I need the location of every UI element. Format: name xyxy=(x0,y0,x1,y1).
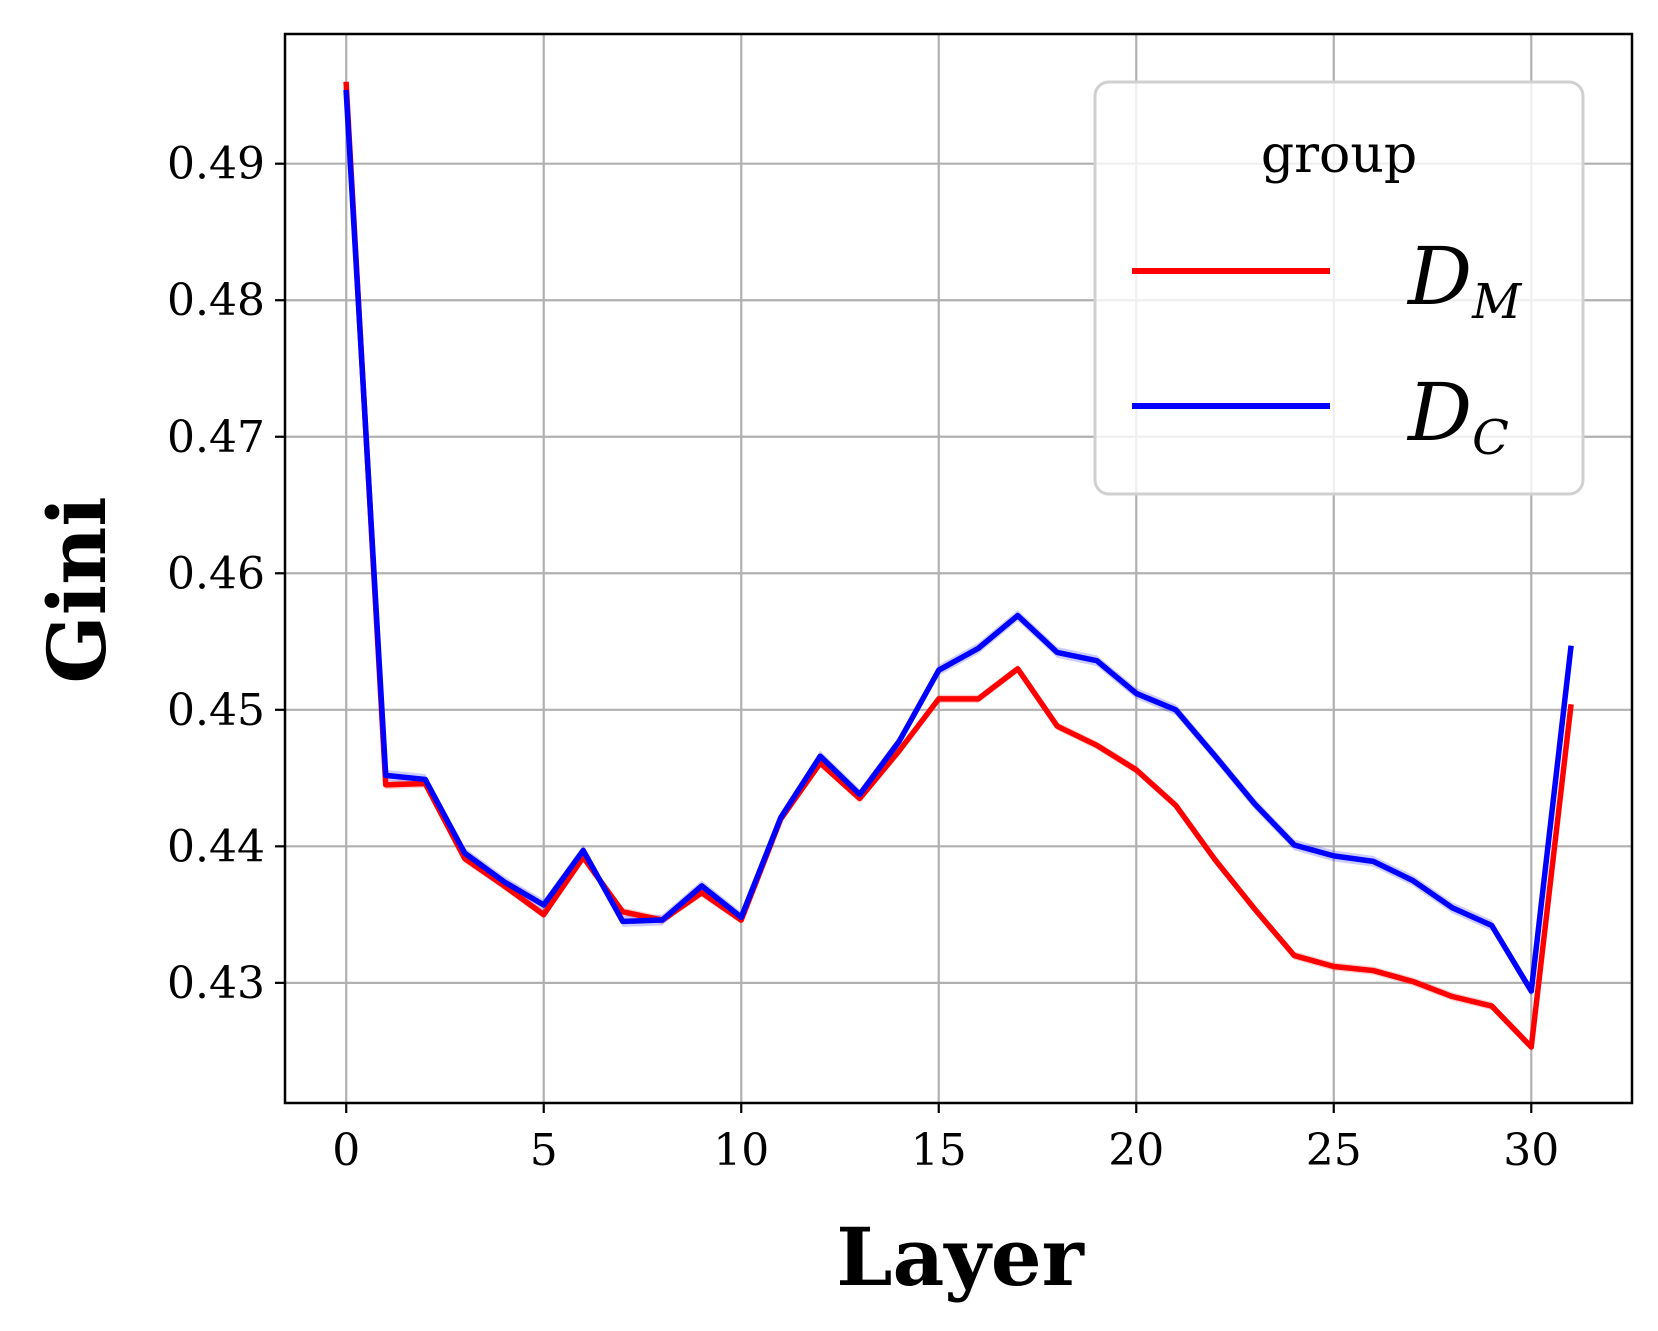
y-tick-label: 0.48 xyxy=(167,275,265,326)
legend-label-dc-main: D xyxy=(1406,366,1472,459)
legend-box xyxy=(1093,80,1585,496)
x-tick-label: 15 xyxy=(911,1125,967,1176)
y-tick-label: 0.43 xyxy=(167,958,265,1009)
series-lines xyxy=(343,81,1574,1050)
legend-label-dc: DC xyxy=(1406,366,1509,466)
x-tick-label: 25 xyxy=(1306,1125,1362,1176)
series-line-d-c xyxy=(343,89,1574,994)
y-axis-title: Gini xyxy=(30,496,124,683)
x-tick-label: 5 xyxy=(530,1125,558,1176)
legend-label-dm: DM xyxy=(1406,230,1523,330)
axis-ticks: 0 5 10 15 20 25 30 0.43 0.44 0.45 0.46 0.47 0.48 0.49 xyxy=(167,139,1559,1176)
plot-frame xyxy=(283,32,1634,1105)
y-tick-label: 0.46 xyxy=(167,548,265,599)
grid xyxy=(285,34,1632,1103)
legend-label-dm-main: D xyxy=(1406,230,1472,323)
legend-label-dm-sub: M xyxy=(1471,274,1523,330)
y-tick-label: 0.49 xyxy=(167,139,265,190)
legend-label-dc-sub: C xyxy=(1472,410,1509,466)
x-tick-label: 0 xyxy=(332,1125,360,1176)
y-tick-label: 0.47 xyxy=(167,412,265,463)
x-tick-label: 30 xyxy=(1503,1125,1559,1176)
legend-title: group xyxy=(1261,125,1417,185)
x-axis-title: Layer xyxy=(836,1210,1084,1304)
y-tick-label: 0.45 xyxy=(167,685,265,736)
legend: group DM DC xyxy=(1093,80,1585,496)
y-tick-label: 0.44 xyxy=(167,821,265,872)
x-tick-label: 10 xyxy=(713,1125,769,1176)
x-tick-label: 20 xyxy=(1108,1125,1164,1176)
series-line-d-m xyxy=(343,81,1574,1050)
